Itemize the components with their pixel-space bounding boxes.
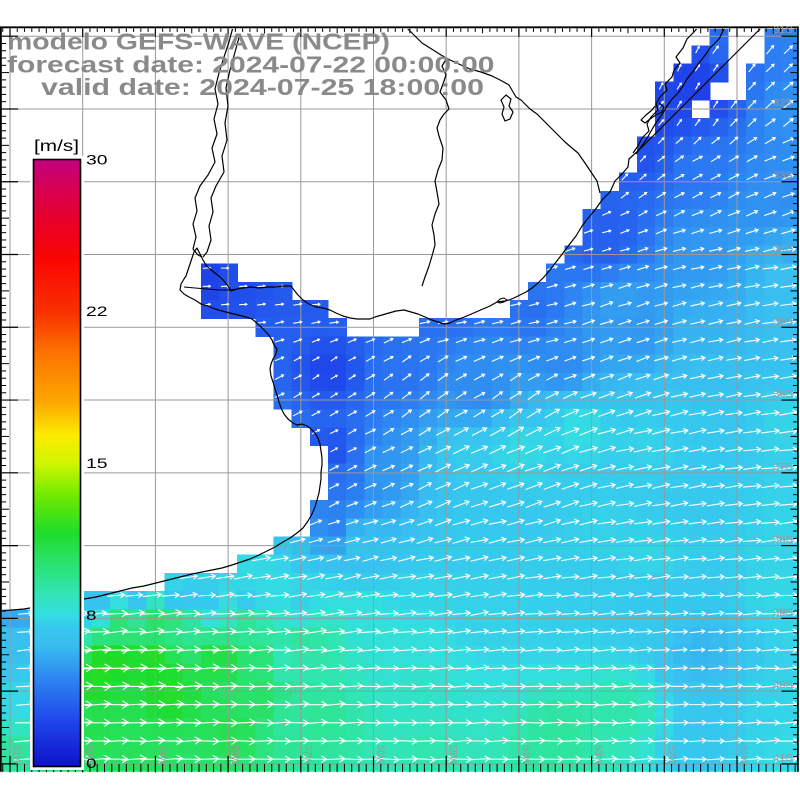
svg-text:61W: 61W [11, 745, 23, 765]
svg-text:53W: 53W [593, 745, 605, 765]
svg-text:22: 22 [86, 303, 108, 319]
svg-text:30: 30 [86, 152, 108, 168]
svg-text:39S: 39S [773, 606, 793, 618]
svg-text:56W: 56W [375, 745, 387, 765]
svg-text:valid date: 2024-07-25 18:00:0: valid date: 2024-07-25 18:00:00 [41, 74, 484, 100]
svg-text:32S: 32S [773, 97, 793, 109]
svg-text:36S: 36S [773, 388, 793, 400]
svg-text:59W: 59W [156, 745, 168, 765]
svg-text:40S: 40S [773, 679, 793, 691]
svg-text:37S: 37S [773, 461, 793, 473]
svg-text:41S: 41S [773, 752, 793, 764]
svg-text:60W: 60W [84, 745, 96, 765]
svg-text:35S: 35S [773, 315, 793, 327]
svg-text:52W: 52W [665, 745, 677, 765]
svg-text:31S: 31S [773, 24, 793, 36]
svg-text:[m/s]: [m/s] [34, 138, 79, 155]
svg-text:58W: 58W [229, 745, 241, 765]
svg-text:55W: 55W [447, 745, 459, 765]
svg-text:54W: 54W [520, 745, 532, 765]
svg-text:modelo GEFS-WAVE (NCEP): modelo GEFS-WAVE (NCEP) [7, 29, 390, 55]
svg-text:34S: 34S [773, 243, 793, 255]
svg-text:57W: 57W [302, 745, 314, 765]
svg-text:38S: 38S [773, 534, 793, 546]
svg-text:33S: 33S [773, 170, 793, 182]
svg-text:0: 0 [86, 755, 97, 771]
svg-text:51W: 51W [738, 745, 750, 765]
svg-text:15: 15 [86, 455, 108, 471]
svg-text:forecast date: 2024-07-22 00:0: forecast date: 2024-07-22 00:00:00 [7, 51, 495, 77]
svg-text:8: 8 [86, 607, 97, 623]
